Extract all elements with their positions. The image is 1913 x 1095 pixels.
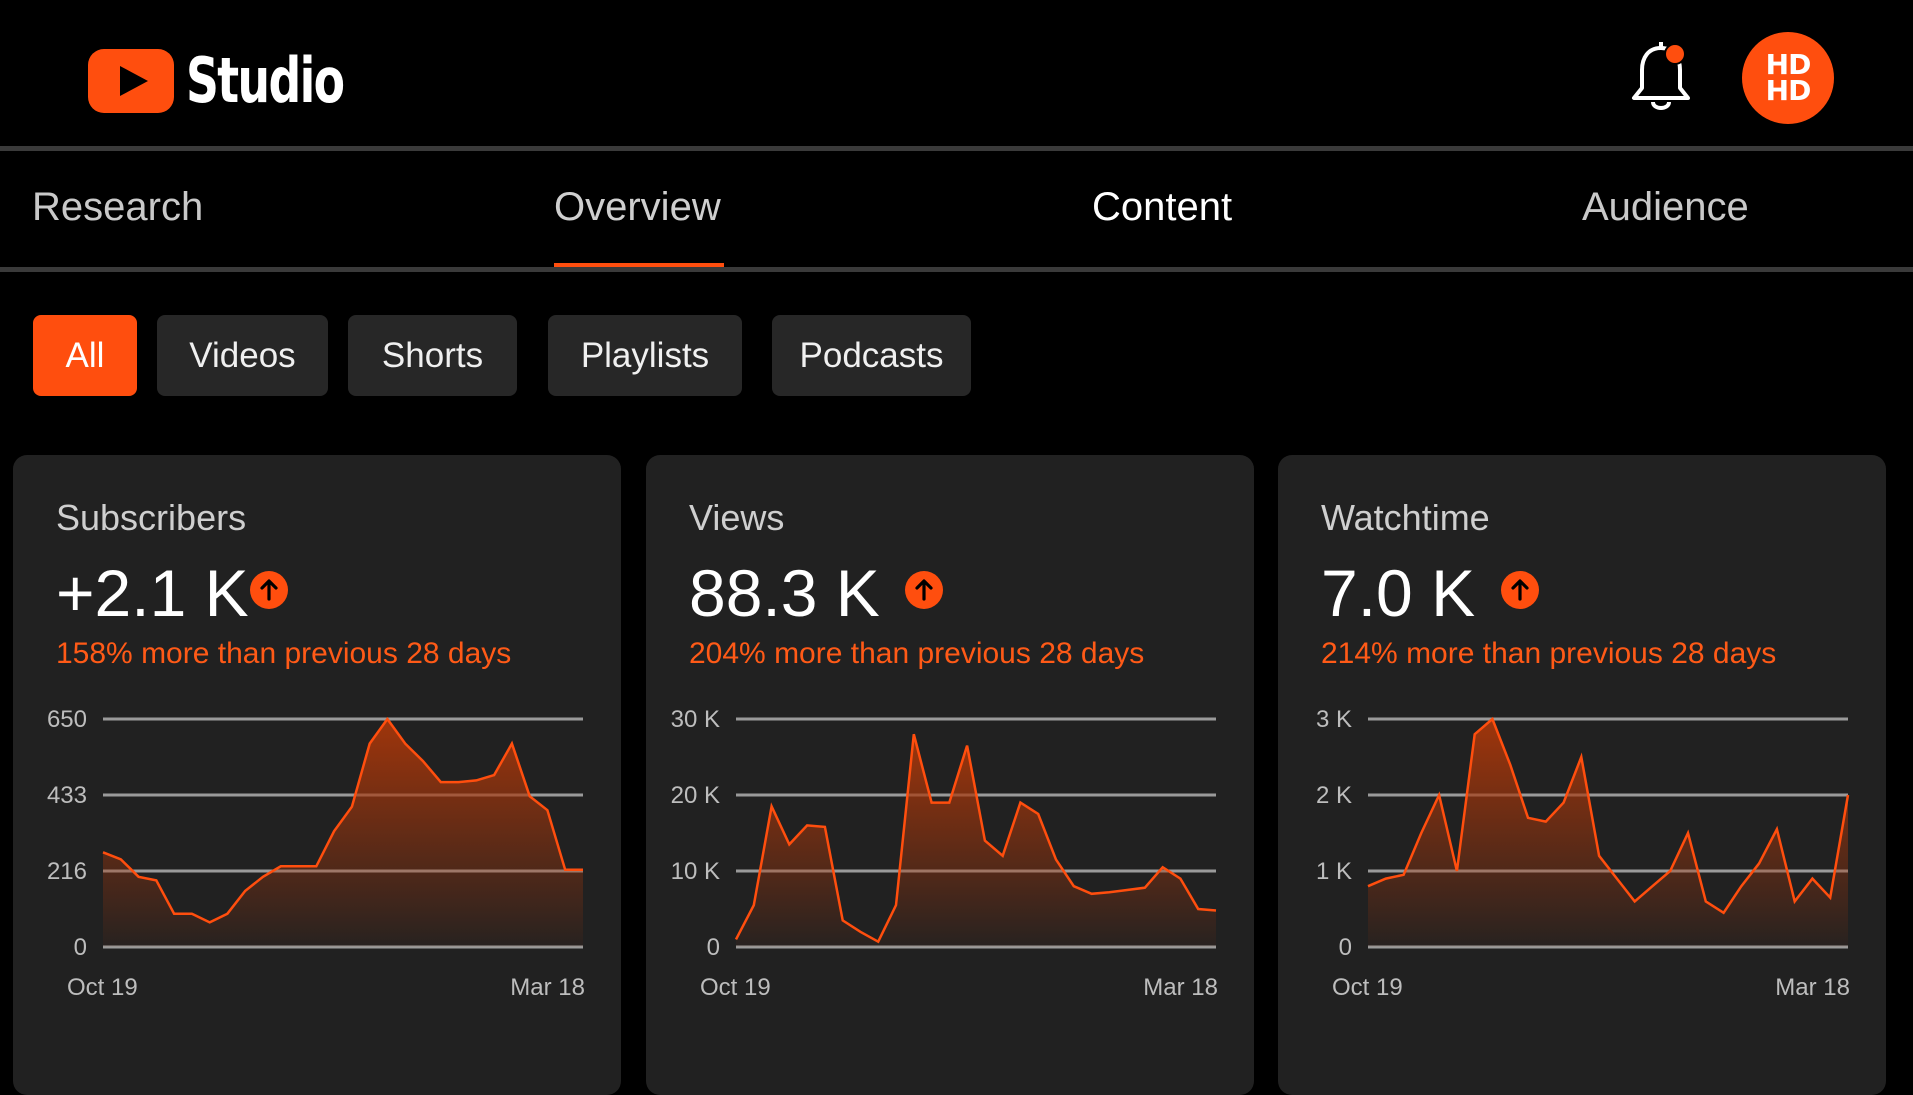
tab-audience[interactable]: Audience: [1582, 185, 1749, 229]
avatar-text-bottom: HD: [1765, 74, 1812, 107]
studio-logo[interactable]: Studio: [88, 44, 378, 117]
x-tick-label: Mar 18: [1775, 974, 1850, 1001]
arrow-up-icon: [905, 571, 943, 609]
x-tick-label: Mar 18: [1143, 974, 1218, 1001]
tab-overview[interactable]: Overview: [554, 185, 721, 229]
card-delta: 158% more than previous 28 days: [56, 637, 512, 670]
watchtime-card[interactable]: Watchtime 7.0 K 214% more than previous …: [1278, 455, 1886, 1095]
tab-content[interactable]: Content: [1092, 185, 1233, 229]
y-tick-label: 216: [47, 858, 87, 885]
x-tick-label: Oct 19: [700, 974, 771, 1001]
card-delta: 204% more than previous 28 days: [689, 637, 1145, 670]
series-area: [736, 734, 1216, 947]
x-tick-label: Oct 19: [1332, 974, 1403, 1001]
filter-videos[interactable]: Videos: [157, 315, 328, 396]
y-tick-label: 10 K: [671, 858, 720, 885]
card-value: 7.0 K: [1321, 556, 1476, 630]
y-tick-label: 0: [1339, 934, 1352, 961]
x-tick-label: Oct 19: [67, 974, 138, 1001]
card-title: Subscribers: [56, 497, 247, 538]
y-tick-label: 2 K: [1316, 782, 1352, 809]
header-divider: [0, 146, 1913, 151]
filter-shorts[interactable]: Shorts: [348, 315, 517, 396]
y-tick-label: 20 K: [671, 782, 720, 809]
card-title: Views: [689, 497, 785, 538]
subscribers-chart: 0 216 433 650 Oct 19 Mar 18: [47, 706, 585, 1001]
series-line: [1367, 716, 1850, 915]
y-tick-label: 433: [47, 782, 87, 809]
avatar[interactable]: HD HD: [1742, 32, 1834, 124]
y-tick-label: 0: [707, 934, 720, 961]
y-tick-label: 650: [47, 706, 87, 733]
youtube-logo-icon: [88, 48, 174, 113]
subscribers-card[interactable]: Subscribers +2.1 K 158% more than previo…: [13, 455, 621, 1095]
logo-text: Studio: [186, 44, 345, 117]
card-title: Watchtime: [1321, 497, 1490, 538]
series-area: [1368, 719, 1848, 947]
y-tick-label: 30 K: [671, 706, 720, 733]
series-line: [102, 716, 583, 924]
series-line: [734, 733, 1217, 944]
arrow-up-icon: [1501, 571, 1539, 609]
series-area: [103, 719, 583, 947]
card-value: +2.1 K: [56, 556, 249, 630]
avatar-text-top: HD: [1765, 48, 1812, 81]
tabs-divider: [0, 267, 1913, 272]
views-chart: 0 10 K 20 K 30 K Oct 19 Mar 18: [671, 706, 1218, 1001]
x-tick-label: Mar 18: [510, 974, 585, 1001]
y-tick-label: 3 K: [1316, 706, 1352, 733]
bell-icon[interactable]: [1628, 40, 1694, 116]
tab-research[interactable]: Research: [32, 185, 204, 229]
notification-dot-icon: [1664, 43, 1686, 65]
tab-bar: Research Overview Content Audience: [0, 151, 1913, 267]
arrow-up-icon: [250, 571, 288, 609]
y-tick-label: 1 K: [1316, 858, 1352, 885]
top-bar: Studio HD HD: [0, 0, 1913, 148]
card-delta: 214% more than previous 28 days: [1321, 637, 1777, 670]
views-card[interactable]: Views 88.3 K 204% more than previous 28 …: [646, 455, 1254, 1095]
filter-all[interactable]: All: [33, 315, 137, 396]
watchtime-chart: 0 1 K 2 K 3 K Oct 19 Mar 18: [1316, 706, 1850, 1001]
y-tick-label: 0: [74, 934, 87, 961]
filter-playlists[interactable]: Playlists: [548, 315, 742, 396]
filter-podcasts[interactable]: Podcasts: [772, 315, 971, 396]
card-value: 88.3 K: [689, 556, 880, 630]
